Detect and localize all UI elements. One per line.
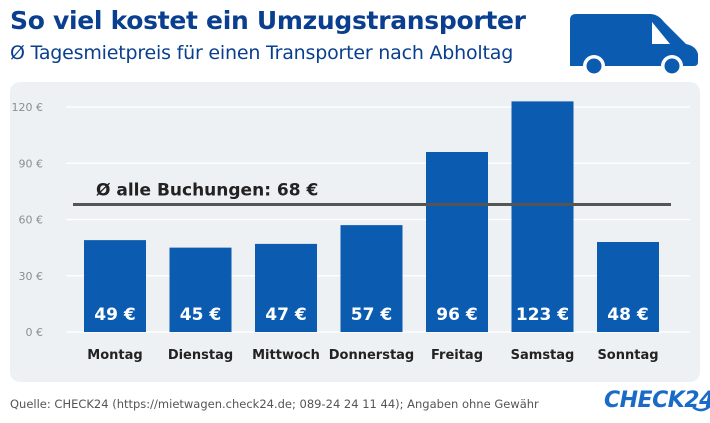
- y-tick-label: 0 €: [26, 326, 44, 339]
- y-tick-label: 90 €: [19, 157, 44, 170]
- bar-value-label: 123 €: [516, 305, 569, 325]
- x-category-label: Donnerstag: [329, 348, 415, 363]
- bar-value-label: 45 €: [180, 305, 221, 325]
- chart-panel: 0 € 30 € 60 € 90 € 120 € 49 € Montag 45 € Dienst…: [10, 82, 700, 382]
- chart-subtitle: Ø Tagesmietpreis für einen Transporter n…: [10, 42, 514, 64]
- van-icon: [570, 14, 698, 76]
- bar: [511, 101, 574, 332]
- x-category-label: Montag: [87, 348, 142, 363]
- bar-value-label: 48 €: [607, 305, 648, 325]
- x-category-label: Sonntag: [597, 348, 658, 363]
- bar-value-label: 47 €: [265, 305, 306, 325]
- bar: [340, 225, 403, 332]
- average-label: Ø alle Buchungen: 68 €: [96, 181, 318, 201]
- y-tick-label: 120 €: [12, 101, 44, 114]
- x-category-label: Dienstag: [168, 348, 233, 363]
- bar-value-label: 57 €: [351, 305, 392, 325]
- bar: [255, 243, 317, 332]
- check24-logo: CHECK24: [604, 388, 710, 413]
- x-category-label: Freitag: [431, 348, 483, 363]
- bar: [169, 247, 232, 332]
- y-tick-label: 60 €: [19, 214, 44, 227]
- bar: [426, 152, 488, 332]
- chart-title: So viel kostet ein Umzugstransporter: [10, 6, 526, 35]
- bar: [597, 242, 659, 332]
- bar-value-label: 49 €: [94, 305, 135, 325]
- bar-chart: 0 € 30 € 60 € 90 € 120 € 49 € Montag 45 € Dienst…: [12, 101, 690, 363]
- x-category-label: Samstag: [511, 348, 575, 363]
- bar: [84, 240, 146, 332]
- y-tick-label: 30 €: [19, 270, 44, 283]
- source-note: Quelle: CHECK24 (https://mietwagen.check…: [10, 397, 539, 411]
- x-category-label: Mittwoch: [252, 348, 320, 363]
- bar-value-label: 96 €: [436, 305, 477, 325]
